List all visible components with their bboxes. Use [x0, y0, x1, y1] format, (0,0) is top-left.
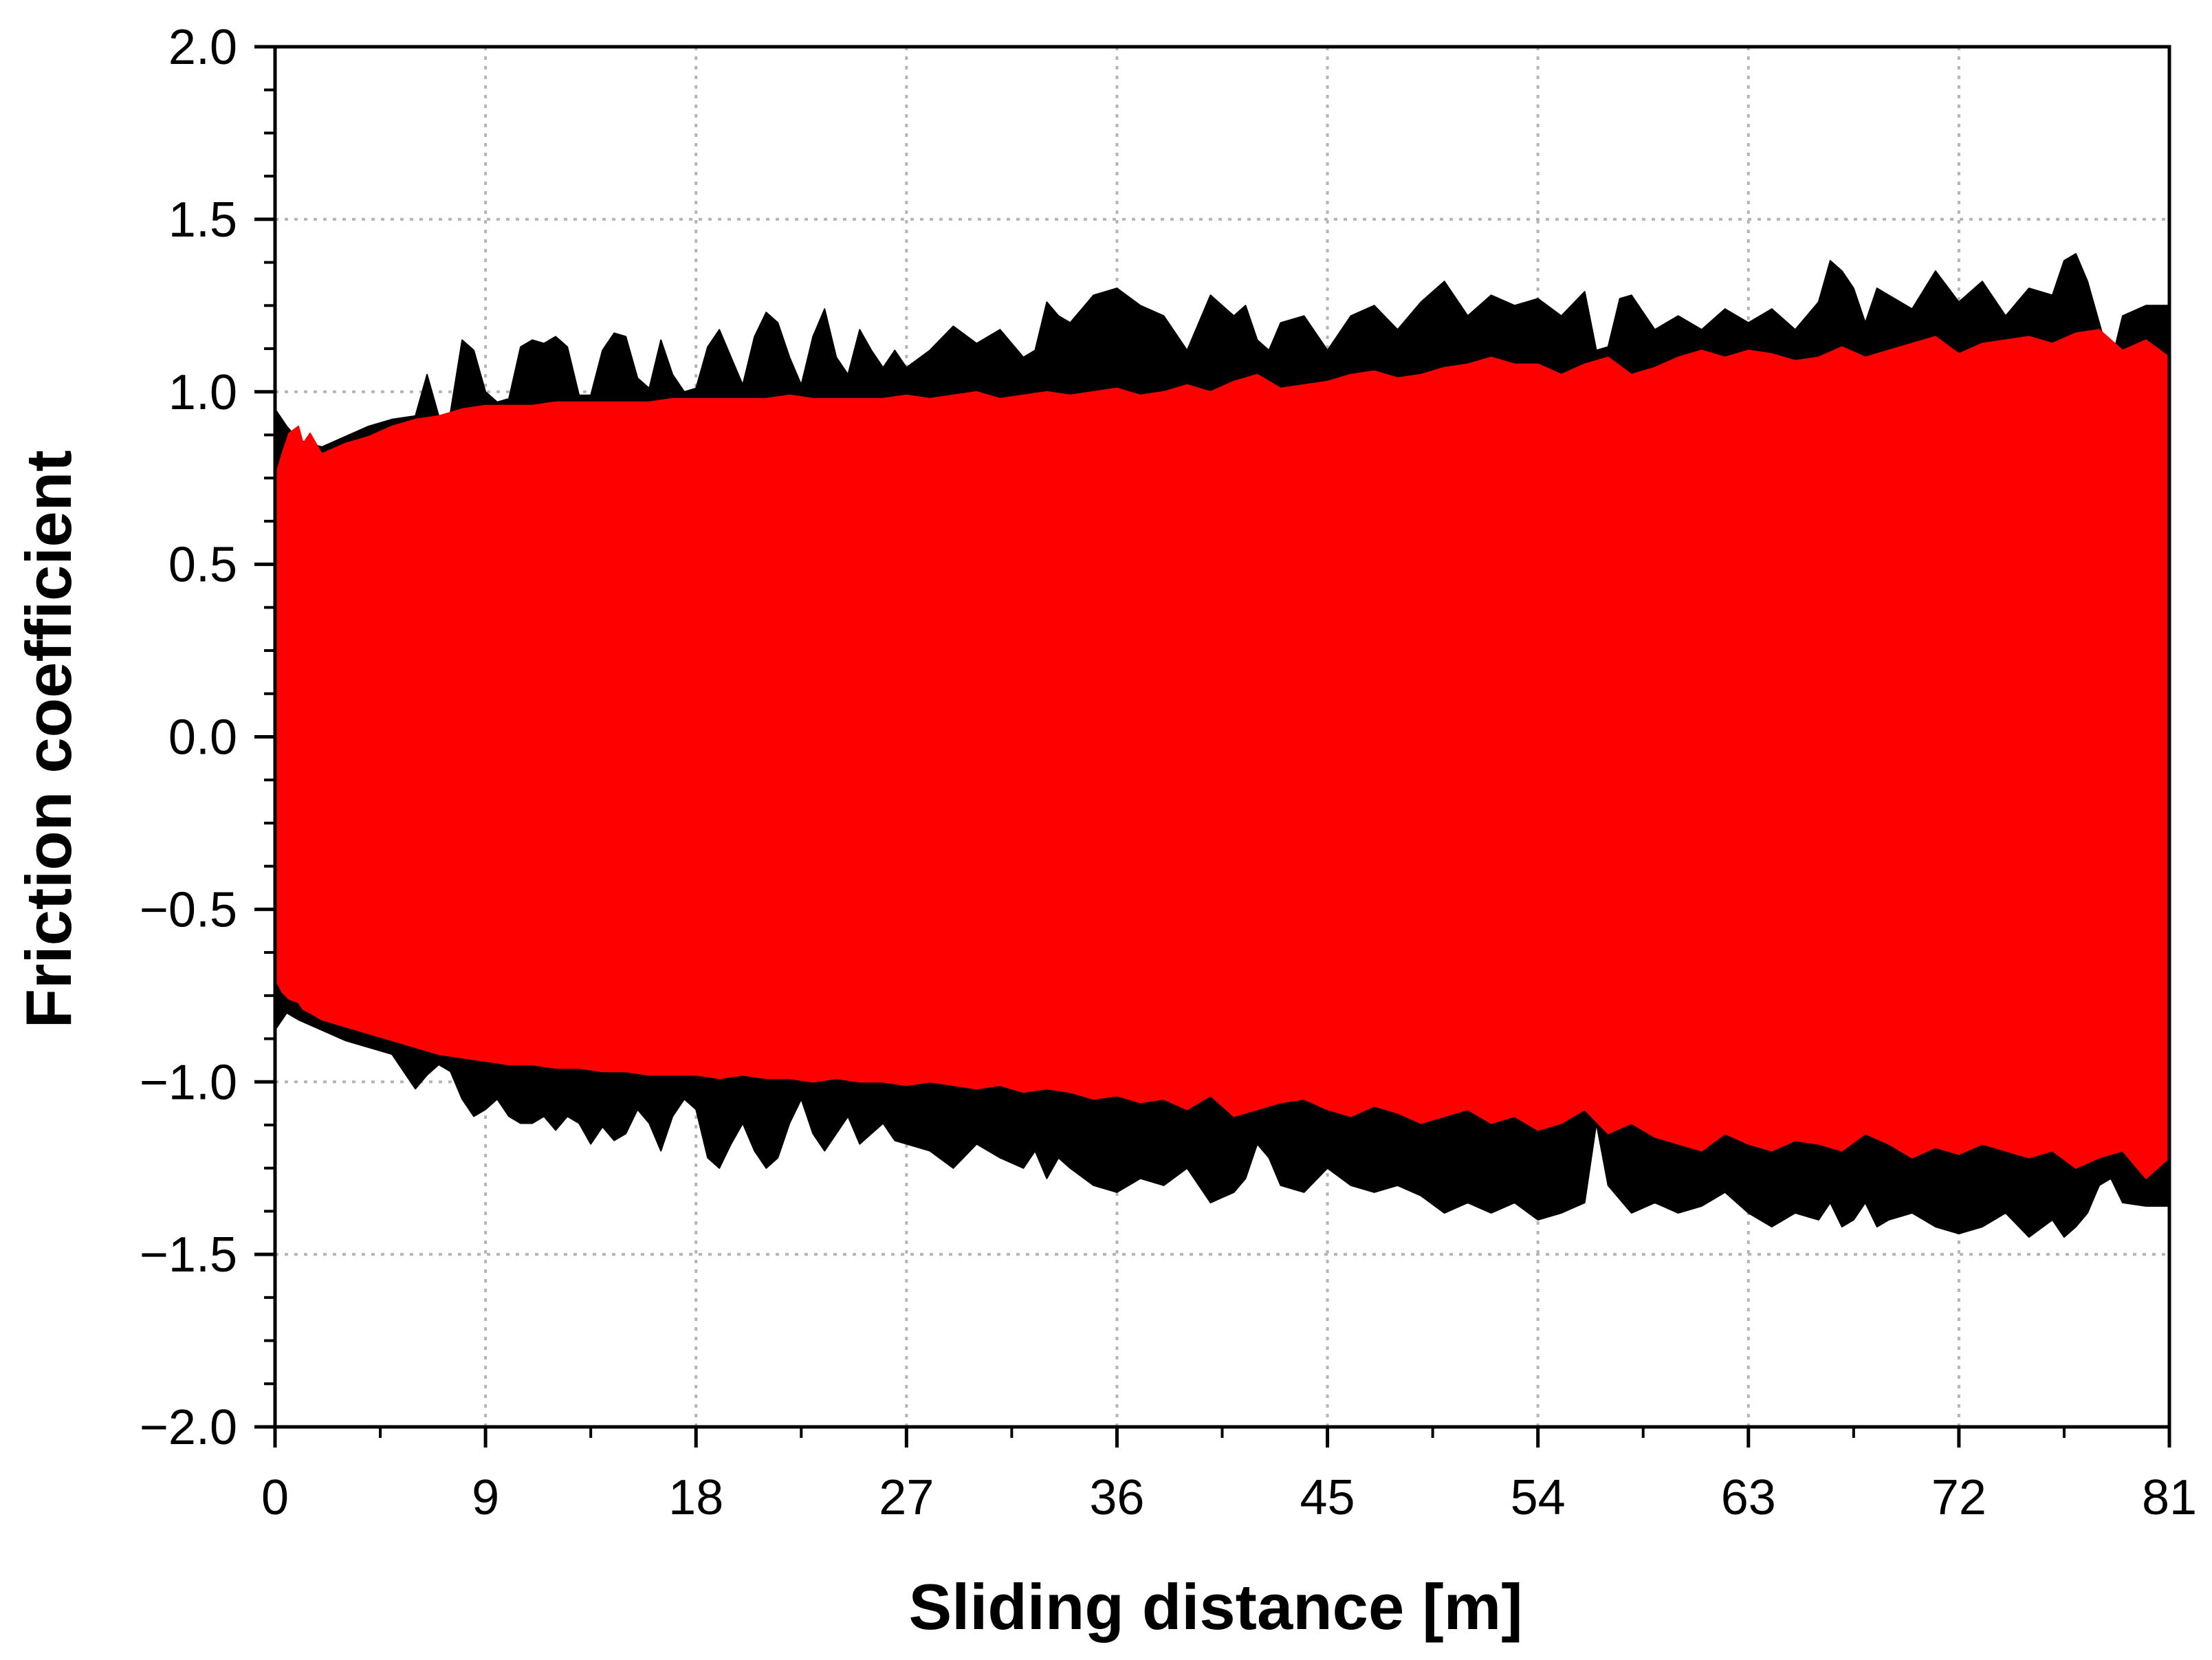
- y-tick-label: 1.0: [168, 365, 237, 420]
- series-envelope-2: [274, 329, 2170, 1179]
- tick-labels: 0 9 18 27 36 45 54 63 72 81 2.0 1.5 1.0 0.5 0.0 −0.5 −1.…: [140, 20, 2197, 1525]
- x-tick-label: 9: [472, 1470, 499, 1525]
- y-tick-label: −1.5: [140, 1227, 237, 1282]
- x-tick-label: 45: [1300, 1470, 1355, 1525]
- x-tick-label: 27: [879, 1470, 934, 1525]
- x-tick-label: 18: [668, 1470, 723, 1525]
- x-tick-label: 0: [261, 1470, 289, 1525]
- y-tick-label: 0.0: [168, 710, 237, 765]
- y-tick-label: 1.5: [168, 193, 237, 248]
- x-tick-label: 81: [2142, 1470, 2197, 1525]
- x-tick-label: 54: [1511, 1470, 1566, 1525]
- axis-ticks: [254, 45, 2171, 1448]
- x-axis-title: Sliding distance [m]: [908, 1571, 1522, 1643]
- y-tick-label: 0.5: [168, 538, 237, 593]
- y-axis-title: Friction coefficient: [12, 450, 85, 1029]
- x-tick-label: 36: [1089, 1470, 1144, 1525]
- y-tick-label: −0.5: [140, 882, 237, 937]
- x-tick-label: 63: [1721, 1470, 1776, 1525]
- series-layer: [274, 253, 2170, 1238]
- y-tick-label: −2.0: [140, 1400, 237, 1455]
- y-tick-label: 2.0: [168, 20, 237, 75]
- x-tick-label: 72: [1931, 1470, 1986, 1525]
- y-tick-label: −1.0: [140, 1055, 237, 1110]
